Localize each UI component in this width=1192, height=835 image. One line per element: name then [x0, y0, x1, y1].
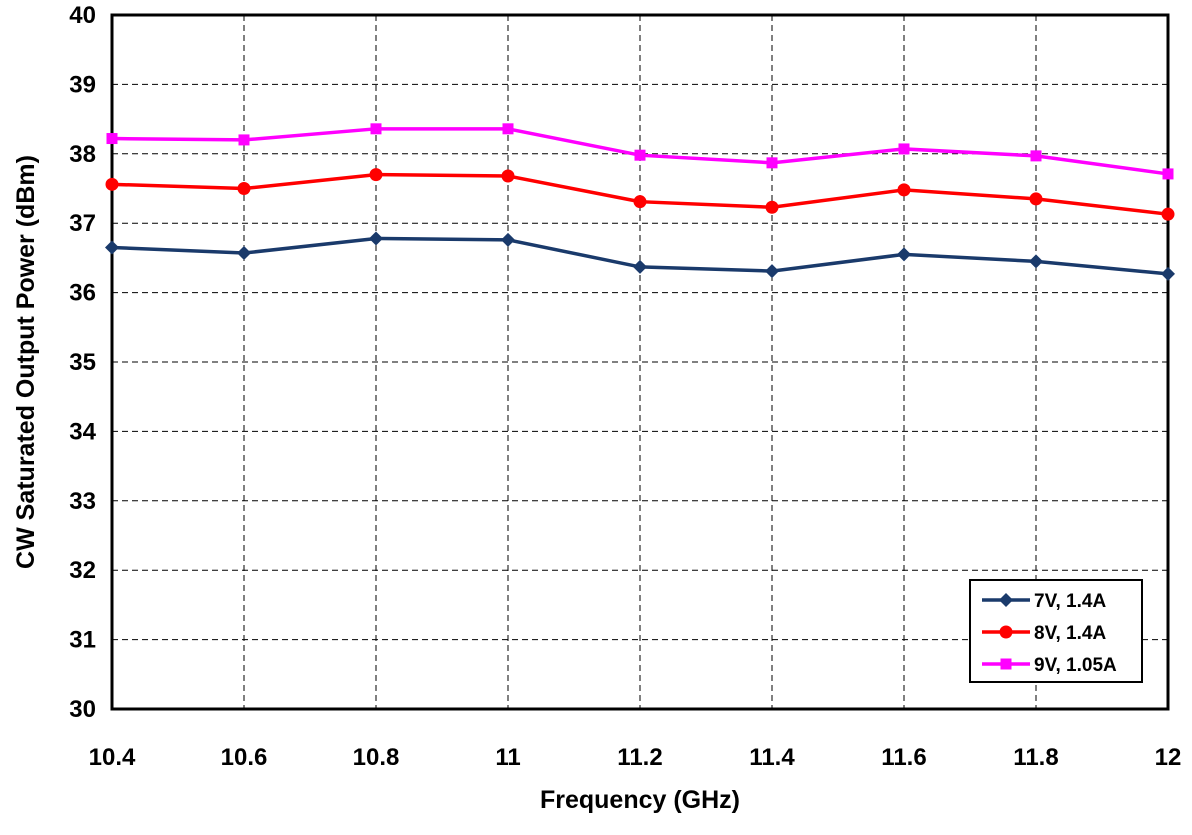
data-point [237, 182, 251, 195]
y-tick-label: 34 [69, 418, 96, 445]
legend-label: 7V, 1.4A [1034, 591, 1106, 612]
legend-marker [999, 593, 1013, 607]
data-point [370, 123, 382, 135]
y-tick-label: 30 [69, 696, 96, 723]
x-tick-label: 10.8 [353, 744, 400, 771]
x-tick-label: 11 [495, 744, 520, 771]
data-point [369, 231, 383, 246]
y-tick-label: 40 [69, 2, 96, 29]
x-tick-label: 10.4 [89, 744, 136, 771]
data-point [898, 143, 910, 155]
data-point [897, 247, 911, 262]
x-tick-label: 12 [1155, 744, 1182, 771]
y-tick-label: 37 [69, 210, 96, 237]
data-point [1162, 168, 1174, 180]
legend-item: 8V, 1.4A [982, 623, 1106, 644]
data-point [237, 246, 251, 261]
data-point [369, 168, 383, 182]
x-tick-labels: 10.4 10.6 10.8 11 11.2 11.4 11.6 11.8 12 [89, 744, 1182, 771]
legend-items: 7V, 1.4A 8V, 1.4A 9V, 1.05A [982, 591, 1117, 676]
series-layer [105, 123, 1175, 281]
y-tick-label: 35 [69, 349, 96, 376]
legend: 7V, 1.4A 8V, 1.4A 9V, 1.05A [969, 579, 1143, 683]
series-3 [106, 123, 1174, 180]
data-point [1161, 207, 1175, 221]
legend-label: 8V, 1.4A [1034, 623, 1106, 644]
data-point [502, 123, 514, 135]
data-point [238, 134, 250, 146]
legend-item: 7V, 1.4A [982, 591, 1106, 612]
x-tick-label: 10.6 [221, 744, 268, 771]
data-point [634, 149, 646, 161]
plot-area-frame [110, 13, 1170, 711]
x-axis-title: Frequency (GHz) [540, 786, 740, 814]
x-tick-label: 11.4 [749, 744, 795, 771]
y-axis-title: CW Saturated Output Power (dBm) [12, 155, 40, 569]
legend-item: 9V, 1.05A [982, 655, 1117, 676]
data-point [105, 177, 119, 191]
y-tick-label: 36 [69, 280, 96, 307]
data-point [765, 200, 779, 214]
data-point [633, 259, 647, 274]
legend-marker [999, 625, 1013, 639]
data-point [765, 264, 779, 279]
legend-label: 9V, 1.05A [1034, 655, 1117, 676]
data-point [633, 195, 647, 209]
legend-marker [1000, 658, 1012, 670]
data-point [105, 240, 119, 255]
data-point [1030, 150, 1042, 162]
y-tick-label: 38 [69, 141, 96, 168]
data-point [897, 183, 911, 197]
series-2 [105, 168, 1175, 221]
y-tick-label: 32 [69, 557, 96, 584]
data-point [501, 232, 515, 247]
x-tick-label: 11.8 [1013, 744, 1058, 771]
data-point [1161, 266, 1175, 281]
y-tick-label: 31 [69, 627, 96, 654]
data-point [766, 157, 778, 169]
y-tick-label: 39 [69, 71, 96, 98]
y-tick-label: 33 [69, 488, 96, 515]
y-tick-labels: 30 31 32 33 34 35 36 37 38 39 40 [69, 2, 96, 723]
x-tick-label: 11.2 [617, 744, 662, 771]
series-1 [105, 231, 1175, 281]
x-tick-label: 11.6 [881, 744, 926, 771]
data-point [501, 169, 515, 183]
data-point [106, 133, 118, 145]
data-point [1029, 254, 1043, 269]
data-point [1029, 192, 1043, 206]
